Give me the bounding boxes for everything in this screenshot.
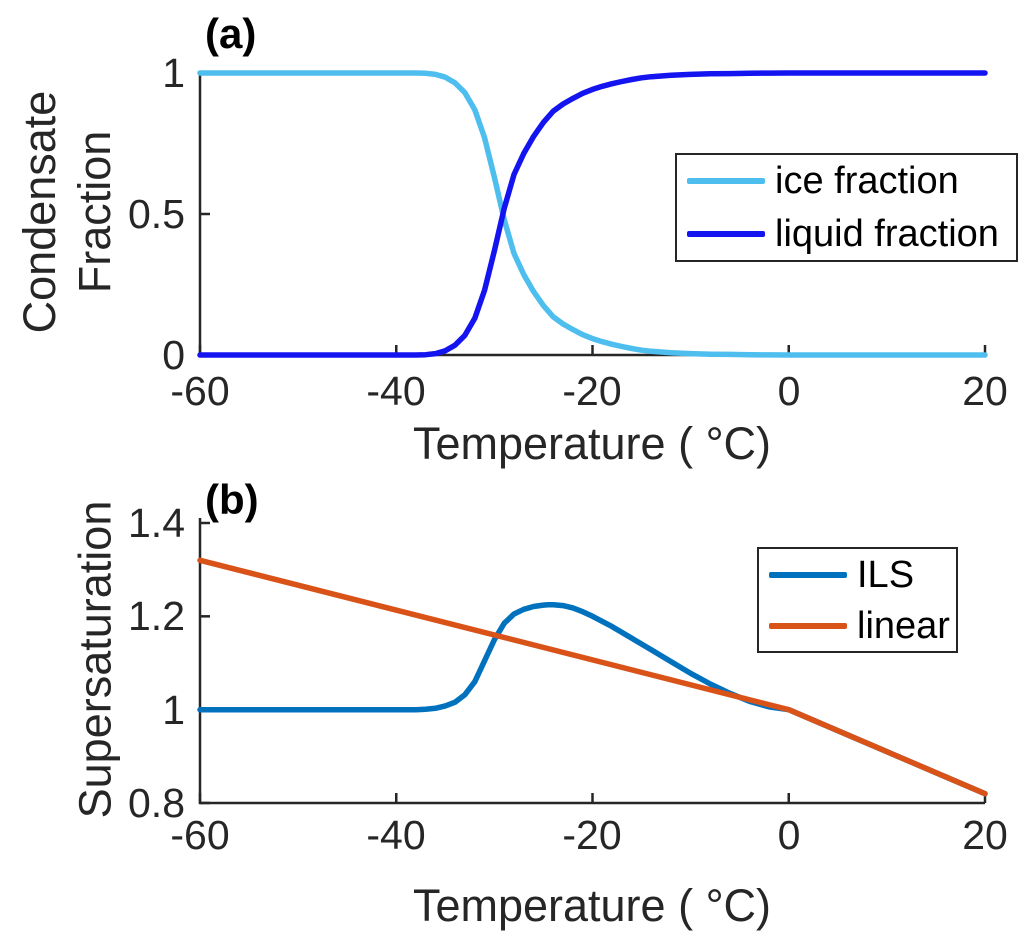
panel-b-x-axis-label: Temperature ( °C) [412,880,772,931]
panel-b-xtick-0: 0 [777,812,801,858]
ice-fraction-line-swatch [687,178,765,185]
panel-b-xtick-m20: -20 [562,812,622,858]
ils-line-swatch [769,571,847,578]
panel-b-ytick-1_2: 1.2 [128,593,185,639]
panel-a-legend: ice fraction liquid fraction [675,153,1018,262]
panel-b-legend-item-linear: linear [759,600,956,651]
linear-legend-label: linear [857,604,950,647]
panel-b-legend-item-ils: ILS [759,549,956,600]
panel-a-xtick-m40: -40 [366,368,426,414]
panel-a-ytick-1: 1 [162,50,185,96]
panel-b-xtick-m60: -60 [170,812,230,858]
panel-a-ytick-0_5: 0.5 [128,191,185,237]
panel-a-y-axis-label-line1: Condensate [14,90,65,334]
panel-b-ytick-1_4: 1.4 [128,500,185,546]
panel-a-x-axis-label: Temperature ( °C) [412,418,772,469]
liquid-fraction-legend-label: liquid fraction [775,212,999,255]
panel-a-legend-item-liquid: liquid fraction [677,208,1016,261]
panel-a-legend-item-ice: ice fraction [677,155,1016,208]
panel-b-ytick-0_8: 0.8 [128,780,185,826]
panel-b-xtick-m40: -40 [366,812,426,858]
ice-fraction-legend-label: ice fraction [775,160,959,203]
linear-line-swatch [769,622,847,629]
panel-a-xtick-m60: -60 [170,368,230,414]
ils-legend-label: ILS [857,553,915,596]
panel-b-title: (b) [205,476,259,523]
panel-b-legend: ILS linear [757,547,958,653]
panel-a-ytick-0: 0 [162,332,185,378]
panel-a-xtick-20: 20 [962,368,1008,414]
panel-a-xtick-m20: -20 [562,368,622,414]
panel-b-xtick-20: 20 [962,812,1008,858]
panel-a-xtick-0: 0 [777,368,801,414]
panel-b-ytick-1: 1 [162,687,185,733]
panel-a-title: (a) [205,10,257,57]
liquid-fraction-line-swatch [687,230,765,237]
